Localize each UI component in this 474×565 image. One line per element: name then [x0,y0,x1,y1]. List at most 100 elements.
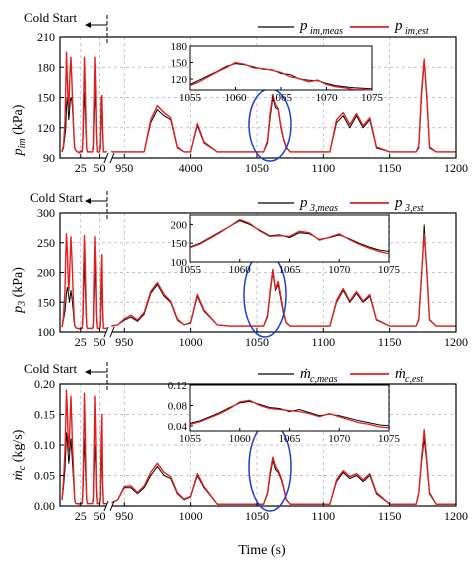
x-tick-label: 25 [75,509,87,523]
x-tick-label: 50 [94,335,106,349]
inset-x-tick-label: 1055 [179,433,202,445]
x-tick-label: 1050 [245,161,269,175]
inset-x-tick-label: 1075 [378,264,401,276]
legend-entry-est-sub: 3,est [404,203,424,214]
series-line-estimated [61,51,108,154]
x-tick-label: 25 [75,161,87,175]
x-tick-label: 1200 [444,335,468,349]
inset-x-tick-label: 1070 [316,92,339,104]
y-axis-main-0: p [11,148,26,156]
x-tick-label: 25 [75,335,87,349]
inset-frame [189,384,390,432]
legend-entry-meas-main: p [299,18,308,34]
x-tick-label: 1150 [378,161,402,175]
x-tick-label: 1050 [245,335,269,349]
axis-break-mark [109,152,115,164]
axis-break-mark [109,326,115,338]
cold-start-arrowhead [85,22,91,28]
inset-x-tick-label: 1055 [179,264,202,276]
inset-x-tick-label: 1065 [279,433,302,445]
y-axis-unit-2: (kg/s) [11,429,26,466]
x-tick-label: 1050 [245,509,269,523]
inset-frame [189,45,373,91]
y-tick-label: 150 [37,295,55,309]
y-tick-label: 150 [37,91,55,105]
y-axis-sub-1: 3 [17,301,28,307]
series-line-estimated [110,233,456,327]
cold-start-label: Cold Start [24,361,77,376]
x-tick-label: 1100 [312,161,336,175]
x-tick-label: 950 [115,509,133,523]
cold-start-arrowhead [85,369,91,375]
panel-intake-pressure: Cold Start p im,meas p im,est pim (kPa) … [11,10,468,175]
inset-y-tick-label: 120 [171,74,188,86]
inset-x-tick-label: 1075 [378,433,401,445]
series-line-estimated [110,429,456,505]
legend-entry-meas-sub: c,meas [310,374,338,385]
inset-y-tick-label: 0.04 [168,421,188,433]
y-tick-label: 0.00 [34,499,55,513]
inset-x-tick-label: 1060 [229,264,252,276]
x-tick-label: 1200 [444,509,468,523]
axis-break-mark [103,500,109,512]
legend-entry-est-sub: im,est [405,26,429,37]
cold-start-label: Cold Start [24,10,77,25]
y-axis-main-1: p [11,306,26,314]
inset-series-estimated [189,399,390,429]
inset-y-tick-label: 0.08 [168,400,188,412]
y-axis-unit-1: (kPa) [11,267,26,301]
y-tick-label: 200 [37,266,55,280]
panel-exhaust-pressure: Cold Start p 3,meas p 3,est p3 (kPa) 100… [11,190,468,349]
inset-series-estimated [189,218,390,255]
inset-x-tick-label: 1070 [328,433,351,445]
cold-start-arrowhead [85,198,91,204]
inset-series-measured [189,63,373,90]
inset-y-tick-label: 100 [171,257,188,269]
axis-break-mark [109,500,115,512]
inset-y-tick-label: 200 [171,219,188,231]
legend-entry-est-main: ṁ [395,366,406,382]
inset-x-tick-label: 1065 [279,264,302,276]
y-tick-label: 120 [37,121,55,135]
inset-x-tick-label: 1075 [361,92,384,104]
inset-x-tick-label: 1055 [179,92,202,104]
legend-entry-meas-main: p [299,195,308,211]
x-tick-label: 1200 [444,161,468,175]
y-axis-label-1: p3 (kPa) [11,267,28,314]
legend-entry-est-main: p [394,195,403,211]
x-tick-label: 1000 [179,335,203,349]
y-axis-sub-2: c [17,465,28,470]
y-tick-label: 250 [37,236,55,250]
legend-entry-est-sub: c,est [405,374,423,385]
legend-entry-meas-sub: im,meas [310,26,343,37]
y-tick-label: 100 [37,325,55,339]
axis-break-gap [106,326,112,338]
legend-entry-est-main: p [394,18,403,34]
inset-series-estimated [189,61,373,91]
x-tick-label: 1150 [378,335,402,349]
y-tick-label: 0.05 [34,469,55,483]
y-tick-label: 0.20 [34,377,55,391]
x-tick-label: 1100 [312,509,336,523]
inset-frame [189,214,390,263]
x-tick-label: 50 [94,161,106,175]
x-tick-label: 1000 [179,509,203,523]
x-tick-label: 1100 [312,335,336,349]
y-axis-main-2: ṁ [11,470,26,480]
inset-x-tick-label: 1070 [328,264,351,276]
x-tick-label: 950 [115,161,133,175]
inset-series-measured [189,400,390,427]
axis-break-mark [103,326,109,338]
inset-y-tick-label: 150 [171,238,188,250]
y-tick-label: 0.10 [34,438,55,452]
inset-x-tick-label: 1060 [225,92,248,104]
y-tick-label: 0.15 [34,408,55,422]
axis-break-gap [106,500,112,512]
series-line-estimated [61,389,108,505]
y-axis-label-2: ṁc (kg/s) [11,429,28,480]
x-tick-label: 4000 [179,161,203,175]
x-tick-label: 950 [115,335,133,349]
legend-entry-meas-sub: 3,meas [309,203,338,214]
y-tick-label: 90 [43,151,55,165]
